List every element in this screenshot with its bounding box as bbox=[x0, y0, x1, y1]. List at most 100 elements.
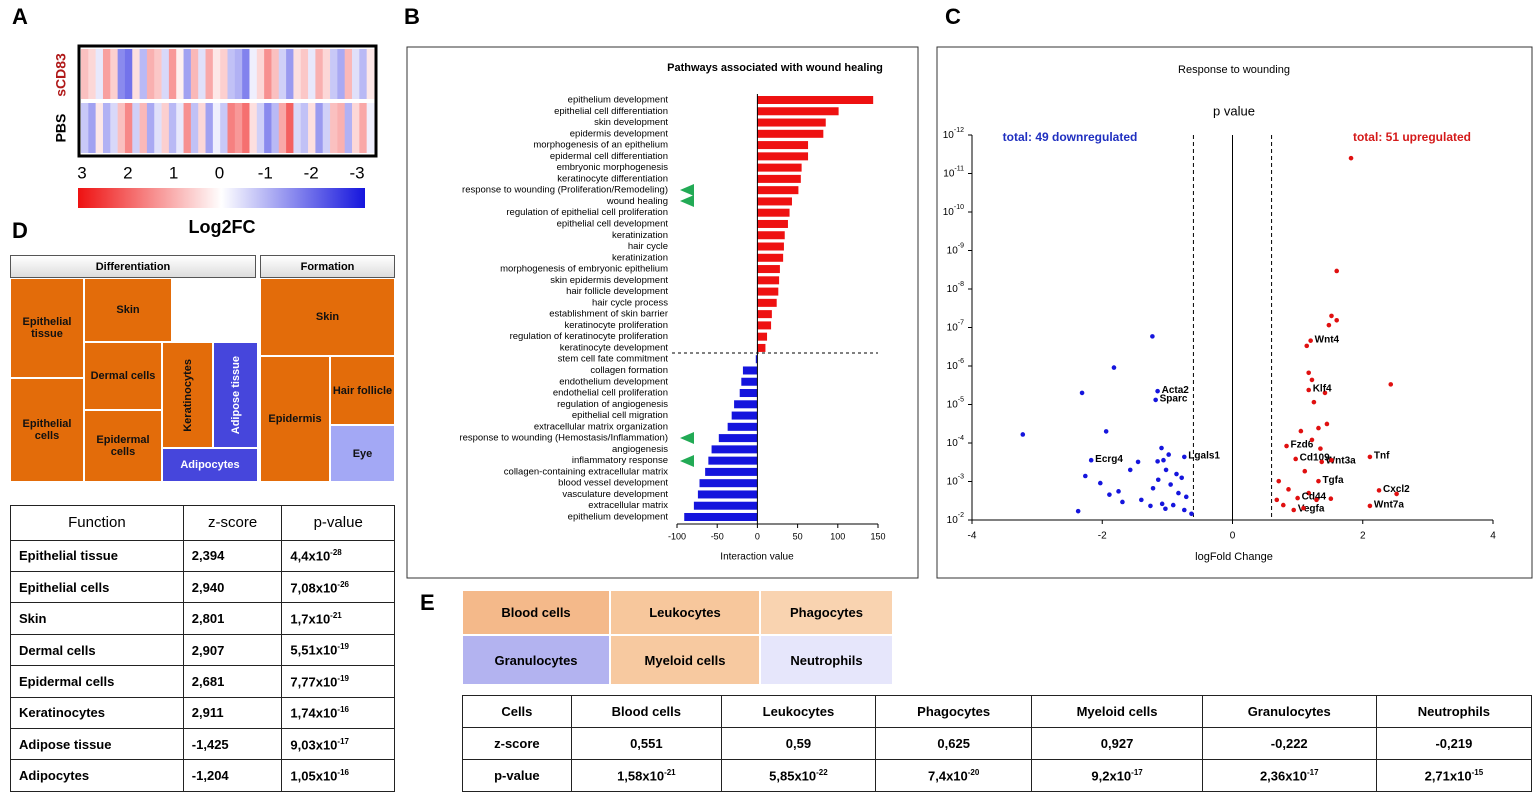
p-base: 1,7x10 bbox=[290, 611, 331, 627]
heatmap-cell bbox=[366, 49, 375, 99]
heatmap-cell bbox=[271, 103, 280, 153]
table-cell: -1,425 bbox=[182, 728, 283, 761]
bar bbox=[708, 456, 758, 465]
y-tick-label: endothelial cell proliferation bbox=[553, 388, 668, 399]
heatmap-cell bbox=[117, 49, 126, 99]
heatmap-cell bbox=[300, 49, 309, 99]
y-tick-label: 10-2 bbox=[947, 512, 964, 526]
point bbox=[1088, 457, 1094, 463]
table-row: Skin 2,801 1,7x10-21 bbox=[10, 602, 395, 635]
point bbox=[1182, 507, 1187, 513]
heatmap-cell bbox=[293, 103, 302, 153]
table-cell: 7,4x10-20 bbox=[874, 758, 1033, 793]
highlight-arrow bbox=[680, 455, 694, 467]
p-exponent: -17 bbox=[1131, 767, 1143, 777]
tick-base: 10 bbox=[947, 361, 959, 372]
heatmap-cell bbox=[315, 103, 324, 153]
group-header: Formation bbox=[260, 255, 395, 278]
point bbox=[1150, 334, 1155, 339]
point bbox=[1316, 478, 1321, 484]
table-cell: 7,77x10-19 bbox=[281, 665, 395, 698]
point bbox=[1302, 468, 1308, 474]
bar bbox=[757, 96, 874, 104]
table-cell: Adipocytes bbox=[10, 759, 184, 792]
point bbox=[1176, 490, 1181, 496]
heatmap-cell bbox=[286, 49, 294, 99]
point-label: Cd44 bbox=[1302, 492, 1327, 503]
treemap-cell: Keratinocytes bbox=[162, 342, 213, 448]
point bbox=[1329, 313, 1334, 319]
group-header: Differentiation bbox=[10, 255, 256, 278]
tick-exponent: -4 bbox=[958, 435, 964, 442]
table-row: Adipose tissue -1,425 9,03x10-17 bbox=[10, 728, 395, 761]
point bbox=[1116, 489, 1121, 494]
y-tick-label: 10-9 bbox=[947, 242, 964, 256]
colorbar-label: Log2FC bbox=[189, 217, 256, 237]
y-tick-label: angiogenesis bbox=[612, 444, 668, 455]
tick-base: 10 bbox=[943, 130, 955, 141]
heatmap-cell bbox=[154, 49, 162, 99]
x-tick-label: -2 bbox=[1098, 531, 1107, 542]
p-exponent: -15 bbox=[1471, 767, 1484, 777]
tick-exponent: -7 bbox=[958, 319, 964, 326]
p-exponent: -21 bbox=[330, 610, 342, 620]
y-tick-label: regulation of epithelial cell proliferat… bbox=[506, 207, 668, 218]
table-row: z-score 0,551 0,59 0,625 0,927 -0,222 -0,219 bbox=[462, 726, 1533, 760]
tick-exponent: -11 bbox=[954, 165, 964, 172]
point bbox=[1179, 475, 1185, 481]
y-tick-label: endothelium development bbox=[559, 376, 668, 387]
y-tick-label: keratinocyte development bbox=[560, 342, 669, 353]
y-tick-label: 10-6 bbox=[947, 358, 964, 372]
heatmap-cell bbox=[278, 103, 287, 153]
point bbox=[1163, 506, 1168, 512]
tick-exponent: -2 bbox=[958, 512, 964, 519]
y-tick-label: extracellular matrix organization bbox=[534, 421, 668, 432]
point bbox=[1316, 425, 1321, 431]
table-cell: Epidermal cells bbox=[10, 665, 184, 698]
heatmap-cell bbox=[242, 103, 250, 153]
heatmap-cell bbox=[205, 103, 214, 153]
y-tick-label: epithelial cell development bbox=[557, 218, 669, 229]
point-label: Tnf bbox=[1374, 451, 1390, 462]
heatmap-cell bbox=[264, 103, 272, 153]
point bbox=[1075, 508, 1081, 514]
treemap-cell: Granulocytes bbox=[462, 635, 610, 685]
table-cell: 2,911 bbox=[182, 696, 283, 730]
point bbox=[1318, 446, 1323, 451]
p-base: 2,71x10 bbox=[1424, 767, 1472, 783]
heatmap-cell bbox=[168, 103, 177, 153]
header-cell: p-value bbox=[281, 505, 395, 541]
point bbox=[1329, 457, 1334, 463]
point-label: Vegfa bbox=[1298, 504, 1325, 515]
x-axis-label: logFold Change bbox=[1195, 551, 1273, 563]
p-exponent: -26 bbox=[337, 579, 349, 589]
p-base: 2,36x10 bbox=[1259, 767, 1307, 783]
table-cell: Dermal cells bbox=[10, 633, 184, 667]
heatmap-cell bbox=[146, 49, 155, 99]
point bbox=[1159, 501, 1165, 507]
p-base: 1,58x10 bbox=[617, 767, 665, 783]
heatmap-cell bbox=[168, 49, 177, 99]
highlight-arrow bbox=[680, 184, 694, 196]
treemap-cell: Skin bbox=[260, 278, 395, 356]
bar bbox=[699, 479, 758, 488]
table-cell: 7,08x10-26 bbox=[281, 571, 395, 604]
heatmap-cell bbox=[330, 103, 338, 153]
point bbox=[1150, 485, 1156, 491]
bar bbox=[757, 332, 768, 341]
cells-table: Cells Blood cells Leukocytes Phagocytes Myel… bbox=[462, 695, 1533, 793]
bar bbox=[757, 163, 802, 172]
point bbox=[1159, 445, 1164, 451]
table-cell: Adipose tissue bbox=[10, 728, 184, 761]
bar bbox=[741, 377, 758, 386]
bar bbox=[731, 411, 758, 420]
heatmap-cell bbox=[139, 103, 148, 153]
colorbar bbox=[78, 188, 365, 208]
treemap-cell: Epithelial tissue bbox=[10, 278, 84, 378]
header-cell: Blood cells bbox=[570, 695, 722, 728]
bar bbox=[757, 253, 784, 262]
heatmap-cell bbox=[146, 103, 155, 153]
heatmap-cell bbox=[337, 103, 345, 153]
y-tick-label: collagen formation bbox=[590, 365, 668, 376]
annotation: total: 49 downregulated bbox=[1003, 130, 1138, 144]
